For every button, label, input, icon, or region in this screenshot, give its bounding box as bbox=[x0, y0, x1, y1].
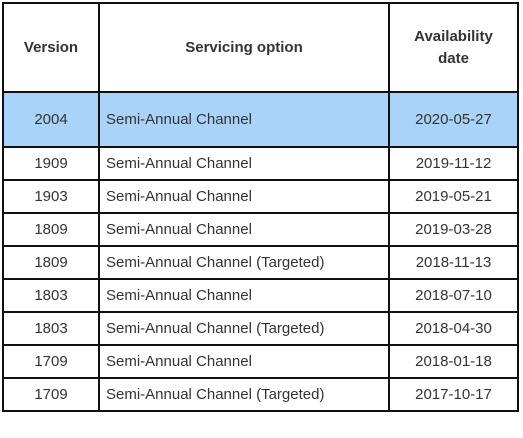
header-availability-line1: Availability bbox=[414, 27, 493, 45]
header-availability-date: Availability date bbox=[388, 2, 519, 93]
cell-servicing-option: Semi-Annual Channel bbox=[98, 146, 390, 181]
cell-version: 1803 bbox=[2, 278, 100, 313]
cell-servicing-option: Semi-Annual Channel (Targeted) bbox=[98, 311, 390, 346]
header-servicing-option: Servicing option bbox=[98, 2, 390, 93]
cell-availability-date: 2017-10-17 bbox=[388, 377, 519, 412]
cell-availability-date: 2018-04-30 bbox=[388, 311, 519, 346]
cell-servicing-option: Semi-Annual Channel (Targeted) bbox=[98, 377, 390, 412]
release-table-container: Version Servicing option Availability da… bbox=[2, 2, 519, 412]
header-version: Version bbox=[2, 2, 100, 93]
table-row: 1709 Semi-Annual Channel (Targeted) 2017… bbox=[2, 377, 519, 412]
cell-availability-date: 2019-03-28 bbox=[388, 212, 519, 247]
table-row: 1803 Semi-Annual Channel (Targeted) 2018… bbox=[2, 311, 519, 346]
cell-availability-date: 2018-01-18 bbox=[388, 344, 519, 379]
cell-availability-date: 2019-11-12 bbox=[388, 146, 519, 181]
cell-version: 1909 bbox=[2, 146, 100, 181]
cell-servicing-option: Semi-Annual Channel bbox=[98, 278, 390, 313]
table-row: 1709 Semi-Annual Channel 2018-01-18 bbox=[2, 344, 519, 379]
cell-servicing-option: Semi-Annual Channel (Targeted) bbox=[98, 245, 390, 280]
cell-servicing-option: Semi-Annual Channel bbox=[98, 91, 390, 148]
table-row: 1903 Semi-Annual Channel 2019-05-21 bbox=[2, 179, 519, 214]
cell-servicing-option: Semi-Annual Channel bbox=[98, 179, 390, 214]
header-availability-line2: date bbox=[438, 49, 469, 67]
table-row: 1809 Semi-Annual Channel 2019-03-28 bbox=[2, 212, 519, 247]
table-row: 1909 Semi-Annual Channel 2019-11-12 bbox=[2, 146, 519, 181]
cell-version: 1809 bbox=[2, 245, 100, 280]
cell-availability-date: 2019-05-21 bbox=[388, 179, 519, 214]
cell-version: 1803 bbox=[2, 311, 100, 346]
cell-servicing-option: Semi-Annual Channel bbox=[98, 344, 390, 379]
table-header-row: Version Servicing option Availability da… bbox=[2, 2, 519, 93]
table-row: 1809 Semi-Annual Channel (Targeted) 2018… bbox=[2, 245, 519, 280]
cell-servicing-option: Semi-Annual Channel bbox=[98, 212, 390, 247]
cell-version: 1709 bbox=[2, 344, 100, 379]
cell-version: 1709 bbox=[2, 377, 100, 412]
table-row: 1803 Semi-Annual Channel 2018-07-10 bbox=[2, 278, 519, 313]
cell-availability-date: 2018-11-13 bbox=[388, 245, 519, 280]
table-row: 2004 Semi-Annual Channel 2020-05-27 bbox=[2, 91, 519, 148]
cell-availability-date: 2018-07-10 bbox=[388, 278, 519, 313]
cell-version: 2004 bbox=[2, 91, 100, 148]
release-table: Version Servicing option Availability da… bbox=[2, 2, 519, 412]
cell-version: 1903 bbox=[2, 179, 100, 214]
cell-version: 1809 bbox=[2, 212, 100, 247]
cell-availability-date: 2020-05-27 bbox=[388, 91, 519, 148]
